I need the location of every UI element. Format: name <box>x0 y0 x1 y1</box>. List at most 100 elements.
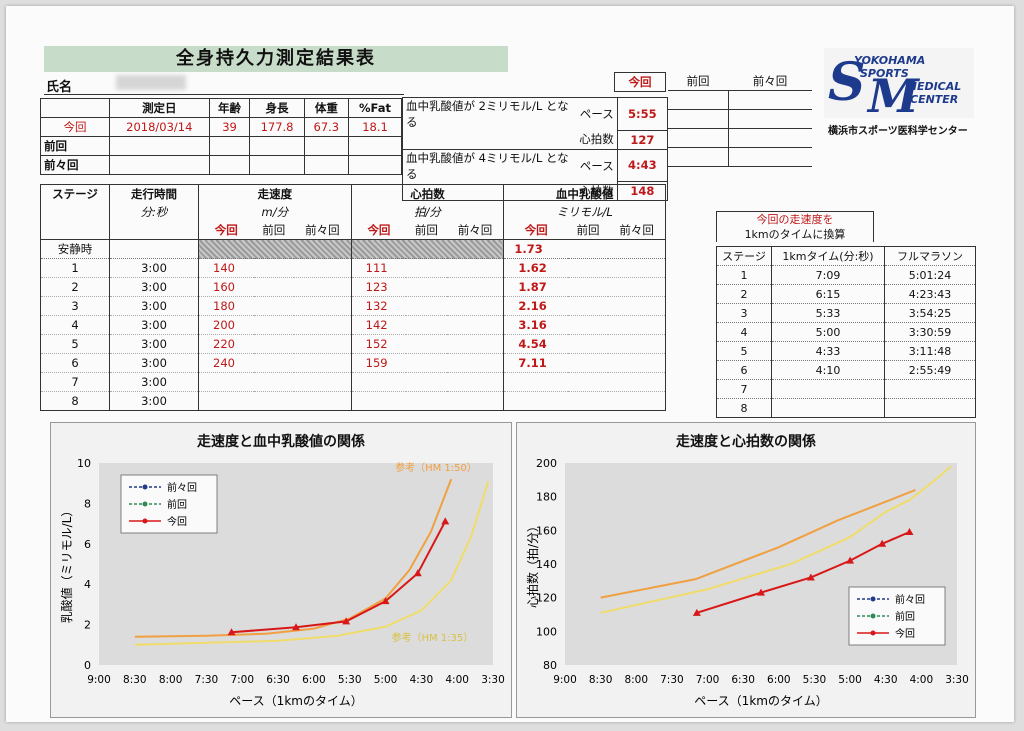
header-weight: 体重 <box>303 98 349 118</box>
summary-row-current: 今回 2018/03/14 39 177.8 67.3 18.1 <box>40 117 403 137</box>
x-tick-label: 6:00 <box>767 674 791 686</box>
lt2-label: 血中乳酸値が 2ミリモル/L となる <box>402 97 573 130</box>
stage-row: 5 3:00 220 152 4.54 <box>40 334 666 354</box>
data-point <box>441 517 450 525</box>
lactate-threshold-table: 今回 <box>402 72 666 92</box>
x-tick-label: 7:00 <box>230 674 254 686</box>
hr-chart-title: 走速度と心拍数の関係 <box>676 434 816 450</box>
header-date: 測定日 <box>109 98 210 118</box>
name-underline <box>44 94 404 95</box>
legend-marker <box>870 596 876 602</box>
x-tick-label: 6:30 <box>266 674 290 686</box>
header-fat: %Fat <box>347 98 403 118</box>
legend-label: 今回 <box>895 627 915 640</box>
lt4-label: 血中乳酸値が 4ミリモル/L となる <box>402 148 573 182</box>
data-point <box>846 556 855 564</box>
y-tick-label: 2 <box>84 619 91 632</box>
y-tick-label: 8 <box>84 497 91 510</box>
x-axis-label: ペース（1kmのタイム） <box>694 694 827 708</box>
data-point <box>413 569 422 577</box>
legend-label: 前々回 <box>895 593 925 606</box>
legend-label: 前回 <box>167 498 187 511</box>
reference-line <box>134 480 490 646</box>
x-tick-label: 9:00 <box>553 674 577 686</box>
lt2-hr: 127 <box>616 129 669 150</box>
legend-marker <box>142 501 148 507</box>
y-tick-label: 10 <box>77 457 91 470</box>
legend-label: 今回 <box>167 515 187 528</box>
rest-hr-hatched <box>351 239 505 259</box>
name-label: 氏名 <box>46 80 73 95</box>
x-tick-label: 5:00 <box>374 674 398 686</box>
conversion-row: 4 5:00 3:30:59 <box>716 322 976 342</box>
x-tick-label: 3:30 <box>945 674 969 686</box>
reference-line <box>600 489 916 599</box>
x-tick-label: 7:00 <box>696 674 720 686</box>
legend-label: 前回 <box>895 610 915 623</box>
data-point <box>806 573 815 581</box>
y-tick-label: 6 <box>84 538 91 551</box>
legend-label: 前々回 <box>167 481 197 494</box>
conversion-row: 6 4:10 2:55:49 <box>716 360 976 380</box>
name-redacted <box>116 75 186 90</box>
x-tick-label: 4:00 <box>445 674 469 686</box>
lt2-pace: 5:55 <box>616 97 669 131</box>
logo-line-4: CENTER <box>910 93 958 106</box>
lactate-chart: 0 2 4 6 8 10 9:00 8:30 8:00 7:30 7:00 6:30 6:00 5:30 5… <box>59 457 505 708</box>
stage-row: 2 3:00 160 123 1.87 <box>40 277 666 297</box>
hr-chart-panel: 走速度と心拍数の関係 80 100 120 140 160 180 200 9:00 8:30 8… <box>516 422 976 718</box>
x-tick-label: 8:00 <box>624 674 648 686</box>
lt-history-columns: 前回 前々回 <box>668 72 812 167</box>
legend-marker <box>870 630 876 636</box>
y-tick-label: 120 <box>536 592 557 605</box>
legend-marker <box>142 484 148 490</box>
conversion-row: 1 7:09 5:01:24 <box>716 265 976 285</box>
logo-m-letter: M <box>866 69 921 118</box>
series-line-current <box>696 531 910 614</box>
data-point <box>292 623 300 631</box>
reference-label: 参考（HM 1:35） <box>392 631 474 644</box>
stage-row: 1 3:00 140 111 1.62 <box>40 258 666 278</box>
page-title: 全身持久力測定結果表 <box>44 46 508 72</box>
y-tick-label: 80 <box>543 659 557 672</box>
data-point <box>878 539 887 547</box>
legend-marker <box>870 613 876 619</box>
logo-line-1: YOKOHAMA <box>854 54 925 67</box>
data-point <box>342 617 351 625</box>
x-tick-label: 8:30 <box>589 674 613 686</box>
summary-row-before-previous: 前々回 <box>40 155 403 175</box>
hr-chart: 80 100 120 140 160 180 200 9:00 8:30 8:00 7:30 7:00… <box>525 457 969 708</box>
header-age: 年齢 <box>208 98 251 118</box>
conversion-row: 8 <box>716 398 976 418</box>
x-tick-label: 5:00 <box>838 674 862 686</box>
logo-s-letter: S <box>828 52 866 113</box>
reference-label: 参考（HM 1:50） <box>395 461 477 474</box>
x-tick-label: 3:30 <box>481 674 505 686</box>
conversion-row: 3 5:33 3:54:25 <box>716 303 976 323</box>
conversion-title: 今回の走速度を 1kmのタイムに換算 <box>716 211 874 242</box>
x-tick-label: 9:00 <box>87 674 111 686</box>
lt4-hr: 148 <box>616 181 669 201</box>
conversion-row: 5 4:33 3:11:48 <box>716 341 976 361</box>
x-tick-label: 5:30 <box>803 674 827 686</box>
stage-row: 6 3:00 240 159 7.11 <box>40 353 666 373</box>
stage-row-rest: 安静時 1.73 <box>40 239 666 259</box>
conversion-table: ステージ 1kmタイム(分:秒) フルマラソン 1 7:09 5:01:24 2 6:1… <box>716 246 976 418</box>
smc-logo: S M YOKOHAMA SPORTS MEDICAL CENTER <box>824 48 974 118</box>
summary-row-previous: 前回 <box>40 136 403 156</box>
x-tick-label: 4:00 <box>910 674 934 686</box>
header-height: 身長 <box>249 98 305 118</box>
stage-row: 8 3:00 <box>40 391 666 411</box>
lactate-chart-panel: 走速度と血中乳酸値の関係 0 2 4 6 8 10 9:00 8:30 8:00 7:30 7:00… <box>50 422 512 718</box>
x-tick-label: 4:30 <box>410 674 434 686</box>
y-tick-label: 180 <box>536 491 557 504</box>
y-axis-label: 心拍数（拍/分） <box>525 520 540 608</box>
y-tick-label: 160 <box>536 524 557 537</box>
series-line-current <box>231 520 447 634</box>
result-sheet: 全身持久力測定結果表 氏名 測定日 年齢 身長 体重 %Fat 今回 2018/… <box>6 6 1014 722</box>
x-tick-label: 6:00 <box>302 674 326 686</box>
x-tick-label: 4:30 <box>874 674 898 686</box>
x-tick-label: 8:00 <box>159 674 183 686</box>
x-tick-label: 8:30 <box>123 674 147 686</box>
data-point <box>757 588 765 596</box>
